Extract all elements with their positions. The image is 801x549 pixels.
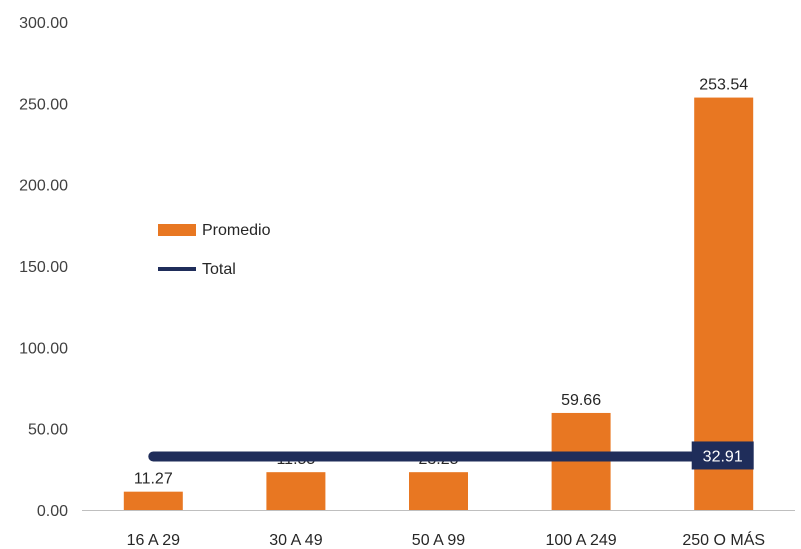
bar — [409, 472, 468, 510]
legend: Promedio Total — [158, 222, 271, 278]
total-series: 32.91 — [148, 441, 754, 470]
bar — [123, 491, 183, 510]
bar-data-label: 11.27 — [134, 471, 173, 488]
y-axis: 0.00 50.00 100.00 150.00 200.00 250.00 300.00 — [19, 15, 68, 520]
bar — [551, 412, 611, 510]
legend-swatch-promedio — [158, 224, 196, 236]
bar-data-label: 253.54 — [699, 77, 748, 94]
legend-item-promedio: Promedio — [158, 222, 271, 239]
x-tick-label: 50 A 99 — [412, 532, 465, 549]
bar — [266, 472, 326, 510]
y-tick-label: 250.00 — [19, 96, 68, 113]
y-tick-label: 150.00 — [19, 259, 68, 276]
total-data-label: 32.91 — [703, 448, 743, 465]
y-tick-label: 50.00 — [28, 422, 68, 439]
legend-item-total: Total — [158, 261, 236, 278]
bar — [694, 97, 754, 510]
legend-label-total: Total — [202, 261, 236, 278]
x-tick-label: 250 O MÁS — [682, 530, 765, 549]
y-tick-label: 0.00 — [37, 503, 68, 520]
x-tick-label: 16 A 29 — [127, 532, 180, 549]
y-tick-label: 200.00 — [19, 178, 68, 195]
total-data-label-box — [691, 441, 754, 470]
y-tick-label: 100.00 — [19, 340, 68, 357]
x-tick-label: 100 A 249 — [546, 532, 617, 549]
x-axis: 16 A 29 30 A 49 50 A 99 100 A 249 250 O MÁS — [127, 530, 765, 549]
x-tick-label: 30 A 49 — [269, 532, 322, 549]
bar-data-label: 59.66 — [561, 392, 601, 409]
y-tick-label: 300.00 — [19, 15, 68, 32]
legend-label-promedio: Promedio — [202, 222, 271, 239]
